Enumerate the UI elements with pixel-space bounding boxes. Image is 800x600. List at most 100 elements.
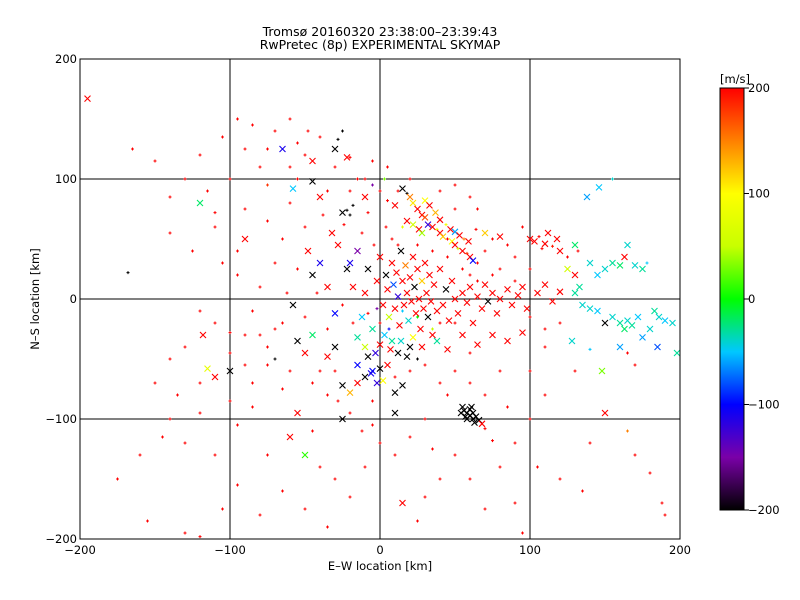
colorbar-tick-label: −100: [748, 398, 780, 412]
data-point-x: [459, 247, 466, 255]
data-point-plus: [383, 177, 386, 181]
data-point-plus: [221, 135, 224, 139]
data-point-x: [403, 289, 411, 297]
data-point-x: [417, 325, 424, 333]
data-point-plus: [281, 237, 284, 241]
data-point-plus: [363, 465, 367, 469]
data-point-plus: [540, 247, 544, 251]
data-point-plus: [476, 279, 479, 283]
data-point-plus: [258, 513, 262, 517]
data-point-plus: [326, 525, 329, 529]
data-point-x: [439, 233, 447, 240]
data-point-plus: [536, 465, 539, 469]
data-point-plus: [390, 237, 394, 241]
data-point-plus: [521, 531, 524, 535]
data-point-x: [241, 235, 249, 243]
data-point-x: [673, 349, 680, 357]
data-point-plus: [258, 333, 262, 337]
data-point-x: [504, 286, 511, 293]
data-point-plus: [303, 153, 307, 157]
data-point-x: [427, 298, 435, 305]
data-point-x: [211, 373, 219, 381]
data-point-plus: [521, 225, 524, 229]
data-point-plus: [228, 331, 232, 335]
data-point-plus: [506, 405, 509, 409]
data-point-x: [324, 353, 331, 360]
data-point-plus: [228, 351, 232, 355]
data-point-x: [478, 305, 486, 312]
data-point-plus: [251, 381, 254, 385]
data-point-x: [391, 389, 399, 396]
data-point-x: [459, 331, 466, 339]
data-point-plus: [468, 381, 472, 385]
data-point-plus: [491, 273, 494, 277]
colorbar-tick-label: −200: [748, 503, 780, 517]
data-point-plus: [198, 411, 202, 415]
data-point-plus: [386, 165, 389, 169]
data-point-x: [226, 367, 234, 375]
data-point-plus: [566, 255, 569, 259]
data-point-plus: [408, 177, 412, 181]
data-point-plus: [341, 303, 344, 307]
colorbar: [m/s] −200 −100 0 100 200: [719, 72, 780, 517]
data-point-x: [526, 235, 534, 243]
data-point-x: [409, 334, 417, 341]
data-point-plus: [266, 147, 269, 151]
data-point-plus: [273, 327, 277, 331]
data-point-x: [432, 209, 439, 216]
data-point-plus: [506, 243, 509, 247]
data-point-plus: [558, 477, 562, 481]
data-point-x: [568, 337, 576, 345]
data-point-x: [364, 265, 372, 273]
data-point-plus: [288, 165, 292, 169]
data-point-plus: [266, 219, 269, 223]
data-point-plus: [351, 203, 355, 207]
grid-lines: [80, 59, 680, 539]
data-point-x: [654, 343, 661, 351]
data-point-x: [429, 331, 436, 339]
data-point-x: [316, 259, 324, 267]
data-point-x: [279, 145, 286, 153]
data-point-plus: [401, 225, 404, 229]
data-point-plus: [483, 427, 487, 431]
data-point-plus: [198, 535, 202, 539]
data-point-x: [324, 283, 331, 291]
data-point-plus: [318, 465, 322, 469]
colorbar-gradient: [719, 87, 745, 511]
data-point-plus: [336, 399, 340, 403]
y-tick-label: 100: [55, 172, 77, 186]
data-point-plus: [303, 507, 307, 511]
data-point-x: [489, 331, 496, 339]
data-point-x: [601, 265, 609, 273]
data-point-plus: [243, 147, 247, 151]
data-point-plus: [303, 225, 307, 229]
data-point-plus: [326, 393, 329, 397]
data-point-x: [595, 184, 603, 191]
data-point-plus: [288, 369, 292, 373]
data-point-x: [349, 283, 357, 291]
x-tick-label: 200: [669, 543, 691, 557]
x-tick-label: 0: [376, 543, 383, 557]
data-point-x: [481, 229, 489, 237]
data-point-plus: [453, 321, 457, 325]
data-point-x: [493, 310, 501, 317]
data-point-plus: [543, 393, 547, 397]
y-tick-label: 200: [55, 52, 77, 66]
data-point-plus: [378, 321, 382, 325]
data-point-plus: [315, 291, 319, 295]
data-point-x: [399, 277, 406, 285]
data-point-x: [289, 301, 297, 309]
data-point-plus: [213, 321, 217, 325]
data-point-plus: [266, 345, 269, 349]
data-point-plus: [342, 223, 346, 227]
data-point-x: [465, 238, 472, 245]
data-point-x: [534, 289, 541, 297]
data-point-plus: [341, 129, 344, 133]
data-point-x: [436, 216, 444, 224]
data-point-x: [651, 307, 658, 315]
data-point-plus: [378, 189, 382, 193]
data-point-plus: [375, 307, 379, 311]
data-point-x: [474, 293, 481, 300]
data-point-x: [447, 226, 454, 233]
data-point-x: [451, 295, 459, 303]
